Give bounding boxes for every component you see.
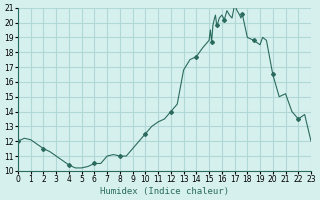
X-axis label: Humidex (Indice chaleur): Humidex (Indice chaleur) xyxy=(100,187,229,196)
